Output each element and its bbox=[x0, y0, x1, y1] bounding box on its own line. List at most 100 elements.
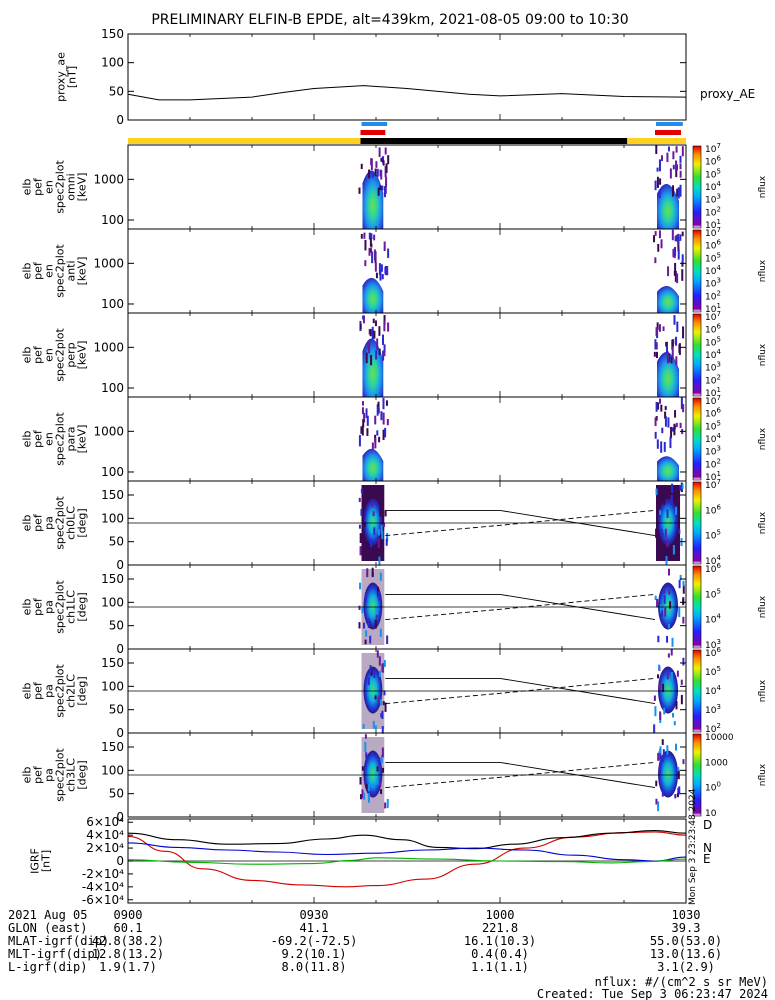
flux-pixel bbox=[380, 524, 383, 534]
y-tick-label: -2×10⁴ bbox=[82, 867, 124, 881]
flux-pixel bbox=[364, 734, 367, 739]
flux-pixel bbox=[382, 156, 385, 164]
flux-pixel bbox=[371, 502, 374, 508]
flux-pixel bbox=[377, 591, 380, 601]
flux-pixel bbox=[655, 342, 658, 350]
flux-pixel bbox=[377, 696, 380, 703]
y-tick-label: 1000 bbox=[93, 424, 124, 438]
flux-pixel bbox=[387, 155, 390, 165]
flux-pixel bbox=[368, 232, 371, 240]
energy-ylabel: elbpefenspec2plotomni[keV] bbox=[21, 160, 89, 214]
flux-blob bbox=[657, 456, 680, 481]
flux-pixel bbox=[655, 488, 658, 496]
flux-pixel bbox=[364, 742, 367, 752]
y-tick-label: 1000 bbox=[93, 172, 124, 186]
flux-pixel bbox=[363, 792, 366, 800]
flux-pixel bbox=[375, 272, 378, 279]
flux-core bbox=[658, 582, 679, 630]
footer-time: 0930 bbox=[300, 908, 329, 922]
flux-pixel bbox=[382, 350, 385, 361]
pa-spectrogram-ch1LC: 0 50 100 150 elbpefpaspec2plotch1LC[deg] bbox=[21, 564, 687, 656]
flux-pixel bbox=[373, 234, 376, 241]
flux-pixel bbox=[673, 270, 676, 276]
flux-pixel bbox=[362, 315, 365, 324]
y-tick-label: 100 bbox=[101, 595, 124, 609]
ae-ylabel: proxy_ae[nT] bbox=[55, 52, 79, 102]
flux-pixel bbox=[659, 746, 662, 757]
flux-pixel bbox=[367, 793, 370, 803]
flux-pixel bbox=[655, 528, 658, 538]
colorbar-tick: 106 bbox=[705, 503, 721, 516]
science-zone-blue bbox=[656, 122, 660, 126]
flux-pixel bbox=[378, 757, 381, 766]
flux-pixel bbox=[682, 326, 685, 339]
science-zone-blue bbox=[662, 122, 667, 126]
flux-pixel bbox=[374, 262, 377, 272]
flux-pixel bbox=[655, 145, 658, 155]
colorbar-tick: 102 bbox=[705, 289, 721, 302]
flux-pixel bbox=[378, 436, 381, 443]
side-stamp: Mon Sep 3 23:23:48 2024 bbox=[688, 788, 698, 905]
pa-ylabel: elbpefpaspec2plotch2LC[deg] bbox=[21, 664, 89, 718]
flux-pixel bbox=[656, 439, 659, 449]
science-zone-blue bbox=[370, 122, 375, 126]
flux-pixel bbox=[384, 427, 387, 438]
ae-frame bbox=[127, 33, 687, 121]
flux-pixel bbox=[653, 695, 656, 701]
flux-pixel bbox=[676, 273, 679, 284]
flux-pixel bbox=[359, 323, 362, 330]
flux-pixel bbox=[679, 155, 682, 163]
flux-pixel bbox=[656, 176, 659, 188]
footer-value: 55.0(53.0) bbox=[650, 934, 722, 948]
flux-pixel bbox=[375, 161, 378, 168]
flux-pixel bbox=[655, 327, 658, 337]
flux-pixel bbox=[669, 601, 672, 609]
flux-pixel bbox=[663, 589, 666, 594]
footer-value: 60.1 bbox=[114, 921, 143, 935]
colorbar-tick: 102 bbox=[705, 205, 721, 218]
colorbar-tick: 103 bbox=[705, 361, 721, 374]
flux-pixel bbox=[656, 598, 659, 608]
flux-pixel bbox=[659, 711, 662, 720]
colorbar-tick: 104 bbox=[705, 348, 721, 361]
flux-pixel bbox=[364, 639, 367, 645]
colorbar-tick: 105 bbox=[705, 335, 721, 348]
colorbar-unit: nflux bbox=[758, 427, 768, 450]
flux-pixel bbox=[378, 556, 381, 566]
panel-frame bbox=[127, 228, 687, 314]
y-tick-label: 1000 bbox=[93, 256, 124, 270]
flux-pixel bbox=[672, 545, 675, 555]
flux-pixel bbox=[654, 417, 657, 427]
y-tick-label: 100 bbox=[101, 465, 124, 479]
flux-pixel bbox=[671, 185, 674, 197]
colorbar-strip bbox=[692, 565, 702, 649]
flux-pixel bbox=[368, 247, 371, 256]
flux-pixel bbox=[383, 315, 386, 326]
footer-time: 1030 bbox=[672, 908, 701, 922]
footer-value: 13.0(13.6) bbox=[650, 947, 722, 961]
colorbar-tick: 102 bbox=[705, 457, 721, 470]
flux-pixel bbox=[667, 623, 670, 629]
flux-pixel bbox=[676, 188, 679, 197]
flux-pixel bbox=[381, 710, 384, 719]
flux-pixel bbox=[376, 404, 379, 416]
flux-pixel bbox=[385, 176, 388, 186]
flux-pixel bbox=[359, 777, 362, 785]
flux-pixel bbox=[385, 400, 388, 406]
flux-pixel bbox=[378, 656, 381, 666]
flux-pixel bbox=[680, 694, 683, 705]
flux-pixel bbox=[674, 270, 677, 282]
flux-pixel bbox=[374, 168, 377, 176]
flux-pixel bbox=[681, 484, 684, 489]
igrf-ylabel: IGRF[nT] bbox=[29, 848, 53, 874]
y-tick-label: 50 bbox=[109, 703, 124, 717]
flux-pixel bbox=[361, 766, 364, 771]
science-zone-blue bbox=[678, 122, 683, 126]
footer-value: -69.2(-72.5) bbox=[271, 934, 358, 948]
flux-pixel bbox=[659, 178, 662, 185]
flux-pixel bbox=[376, 766, 379, 772]
flux-pixel bbox=[657, 674, 660, 679]
flux-pixel bbox=[372, 720, 375, 729]
